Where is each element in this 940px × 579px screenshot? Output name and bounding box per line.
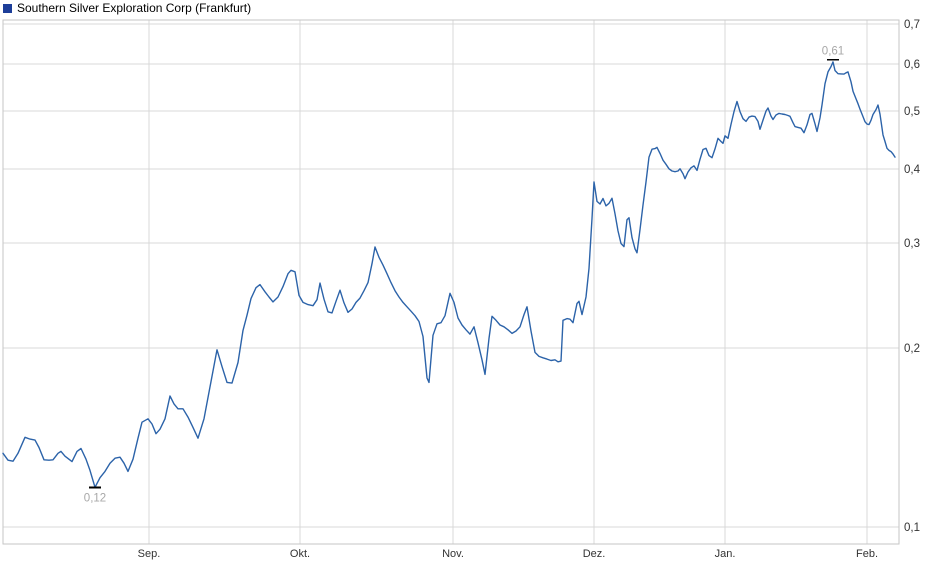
plot-border	[2, 19, 900, 545]
series-color-swatch-icon	[3, 4, 12, 13]
x-axis-label: Dez.	[583, 548, 606, 560]
y-axis-label: 0,7	[904, 19, 920, 31]
y-axis-label: 0,6	[904, 59, 920, 71]
y-axis-label: 0,5	[904, 106, 920, 118]
extreme-marker-label: 0,61	[822, 46, 844, 58]
extreme-marker-label: 0,12	[84, 493, 106, 505]
x-axis-label: Sep.	[138, 548, 161, 560]
x-axis-label: Feb.	[856, 548, 878, 560]
y-axis-label: 0,1	[904, 522, 920, 534]
y-axis-label: 0,4	[904, 164, 921, 176]
chart-title: Southern Silver Exploration Corp (Frankf…	[17, 1, 252, 15]
y-axis-label: 0,3	[904, 238, 920, 250]
y-axis-label: 0,2	[904, 343, 920, 355]
price-line	[2, 61, 896, 488]
x-axis-label: Okt.	[290, 548, 310, 560]
x-axis-label: Jan.	[715, 548, 736, 560]
x-axis-label: Nov.	[442, 548, 464, 560]
chart-legend: Southern Silver Exploration Corp (Frankf…	[3, 1, 252, 15]
